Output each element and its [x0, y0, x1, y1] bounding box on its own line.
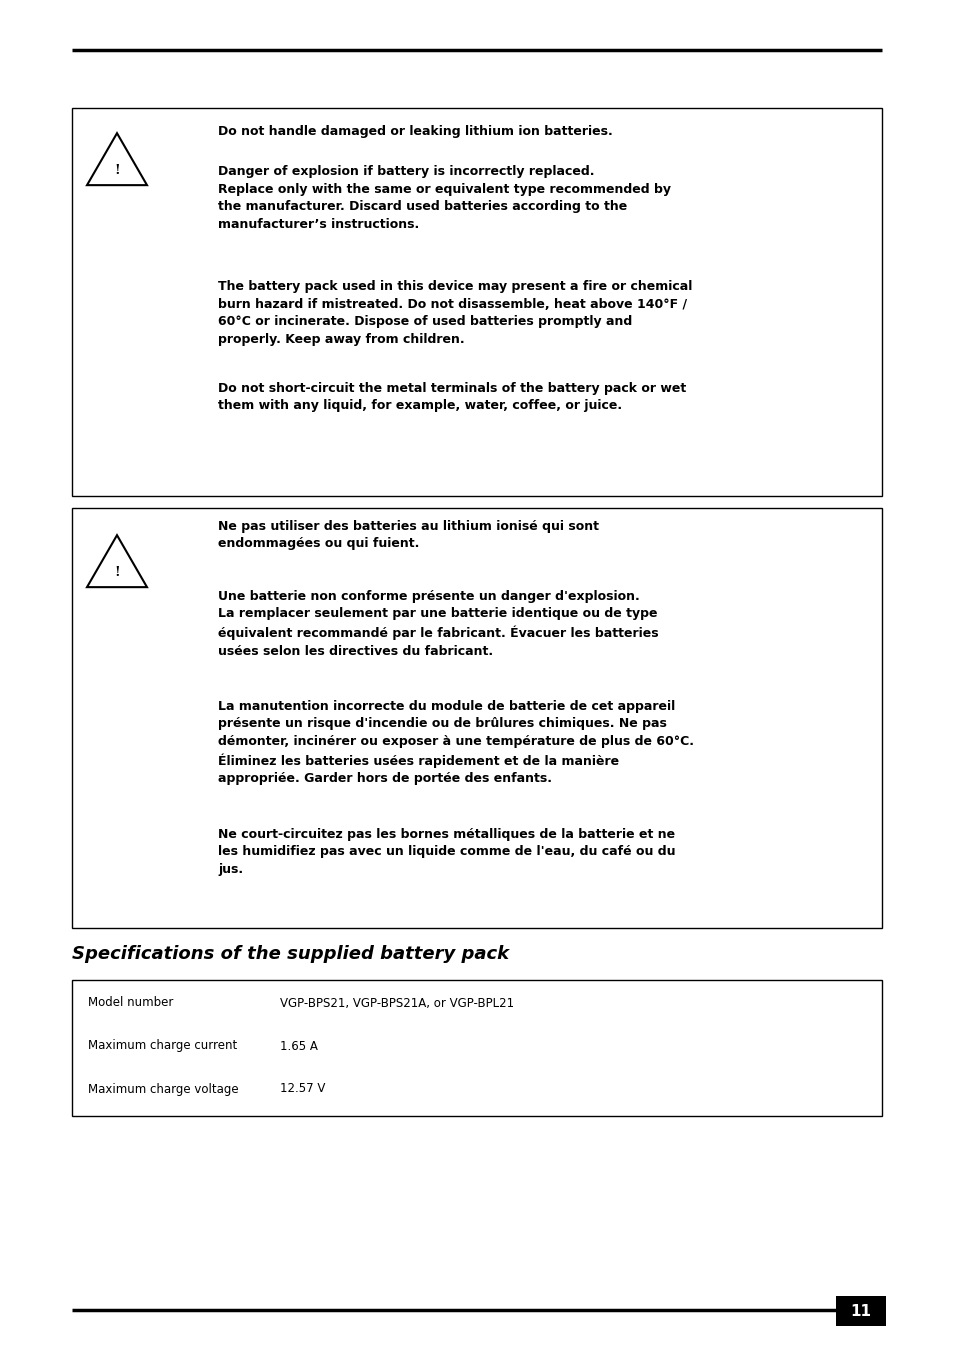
Text: Une batterie non conforme présente un danger d'explosion.
La remplacer seulement: Une batterie non conforme présente un da… [218, 589, 658, 657]
Text: Danger of explosion if battery is incorrectly replaced.
Replace only with the sa: Danger of explosion if battery is incorr… [218, 165, 670, 230]
Text: Specifications of the supplied battery pack: Specifications of the supplied battery p… [71, 945, 509, 963]
Text: !: ! [114, 566, 120, 579]
Text: Do not handle damaged or leaking lithium ion batteries.: Do not handle damaged or leaking lithium… [218, 124, 612, 138]
Text: !: ! [114, 164, 120, 177]
Text: Model number: Model number [88, 996, 173, 1010]
Text: Ne pas utiliser des batteries au lithium ionisé qui sont
endommagées ou qui fuie: Ne pas utiliser des batteries au lithium… [218, 521, 598, 550]
Bar [71, 508, 882, 927]
Text: Maximum charge current: Maximum charge current [88, 1040, 237, 1052]
Text: 12.57 V: 12.57 V [280, 1083, 325, 1095]
Bar [835, 1297, 885, 1326]
Text: Ne court-circuitez pas les bornes métalliques de la batterie et ne
les humidifie: Ne court-circuitez pas les bornes métall… [218, 827, 675, 876]
Bar [71, 980, 882, 1115]
Text: Maximum charge voltage: Maximum charge voltage [88, 1083, 238, 1095]
Text: 1.65 A: 1.65 A [280, 1040, 317, 1052]
Text: VGP-BPS21, VGP-BPS21A, or VGP-BPL21: VGP-BPS21, VGP-BPS21A, or VGP-BPL21 [280, 996, 514, 1010]
Bar [71, 108, 882, 496]
Text: Do not short-circuit the metal terminals of the battery pack or wet
them with an: Do not short-circuit the metal terminals… [218, 383, 685, 412]
Text: The battery pack used in this device may present a fire or chemical
burn hazard : The battery pack used in this device may… [218, 280, 692, 346]
Text: 11: 11 [850, 1303, 871, 1318]
Text: La manutention incorrecte du module de batterie de cet appareil
présente un risq: La manutention incorrecte du module de b… [218, 700, 693, 786]
